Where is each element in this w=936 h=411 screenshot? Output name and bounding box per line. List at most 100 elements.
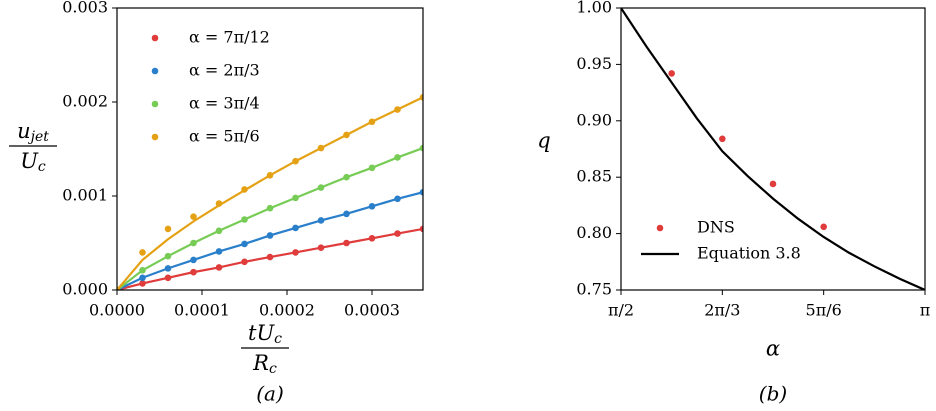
x-tick-label: π/2	[608, 301, 634, 320]
data-point	[190, 268, 197, 276]
x-label-numerator-base: tU	[248, 321, 275, 345]
data-point	[343, 239, 350, 247]
legend-label: DNS	[697, 218, 735, 237]
y-label-numerator: ujet	[17, 119, 49, 146]
data-point	[266, 253, 274, 261]
y-tick-label: 1.00	[576, 0, 612, 17]
data-point	[241, 240, 248, 248]
y-label-numerator-sub: jet	[28, 129, 50, 145]
y-label: q	[537, 129, 550, 153]
panel-caption: (b)	[759, 382, 787, 406]
data-point	[419, 94, 423, 101]
data-point	[343, 173, 350, 181]
data-point	[241, 258, 248, 266]
legend-marker	[151, 100, 159, 108]
data-point	[164, 274, 172, 282]
x-label-numerator: tUc	[248, 321, 282, 348]
legend-marker	[151, 67, 159, 75]
data-point	[343, 210, 350, 218]
axes-frame	[620, 7, 926, 291]
data-point	[394, 154, 401, 161]
data-point	[266, 172, 274, 179]
data-point	[266, 204, 274, 212]
data-point	[190, 239, 197, 247]
x-label-denominator-sub: c	[269, 361, 277, 377]
legend-marker	[151, 133, 159, 141]
data-point	[419, 225, 423, 233]
data-point	[317, 244, 325, 251]
data-point	[215, 264, 223, 271]
legend-label: α = 2π/3	[189, 61, 260, 80]
data-point	[343, 131, 350, 139]
y-tick-label: 0.003	[62, 0, 108, 17]
data-point	[719, 135, 726, 143]
data-point	[215, 227, 223, 235]
data-point	[292, 249, 299, 256]
data-point	[368, 235, 376, 242]
data-point	[292, 194, 299, 202]
legend-marker	[656, 224, 664, 232]
data-point	[164, 252, 172, 260]
fit-line	[117, 147, 423, 290]
x-tick-label: 0.0003	[344, 301, 400, 320]
data-point	[241, 186, 248, 193]
x-tick-label: 2π/3	[704, 301, 740, 320]
data-point	[292, 224, 299, 232]
x-label: α	[766, 337, 780, 361]
data-point	[241, 216, 248, 223]
data-point	[394, 195, 401, 203]
y-label-denominator-base: U	[20, 149, 39, 173]
data-point	[394, 230, 401, 237]
x-tick-label: 0.0000	[89, 301, 145, 320]
y-tick-label: 0.90	[576, 110, 612, 129]
data-point	[317, 217, 325, 224]
data-point	[368, 164, 376, 172]
fit-line	[117, 96, 423, 290]
x-label-denominator-base: R	[252, 351, 269, 375]
legend-marker	[151, 34, 159, 42]
data-point	[419, 144, 423, 152]
panel-caption: (a)	[256, 382, 284, 406]
data-point	[292, 157, 299, 165]
data-point	[117, 286, 121, 290]
data-point	[190, 256, 197, 264]
x-label-numerator-sub: c	[274, 331, 282, 347]
data-point	[668, 70, 675, 77]
x-tick-label: π	[920, 301, 931, 320]
x-label-denominator: Rc	[252, 351, 277, 378]
plot-area	[117, 94, 423, 290]
legend-label: Equation 3.8	[697, 244, 801, 263]
y-tick-label: 0.001	[62, 186, 108, 205]
plot-area	[621, 8, 925, 290]
y-label-denominator-sub: c	[38, 159, 46, 175]
data-point	[820, 223, 827, 231]
data-point	[139, 280, 146, 287]
data-point	[139, 274, 146, 282]
data-point	[164, 225, 172, 233]
y-tick-label: 0.95	[576, 54, 612, 73]
x-tick-label: 5π/6	[806, 301, 842, 320]
data-point	[419, 188, 423, 196]
curve	[621, 8, 925, 290]
data-point	[368, 118, 376, 126]
axes-frame	[116, 7, 424, 291]
y-tick-label: 0.75	[576, 280, 612, 299]
data-point	[368, 203, 376, 210]
y-label-denominator: Uc	[20, 149, 46, 176]
x-tick-label: 0.0002	[259, 301, 315, 320]
y-tick-label: 0.85	[576, 167, 612, 186]
data-point	[266, 232, 274, 239]
legend-label: α = 7π/12	[189, 28, 270, 47]
legend-label: α = 3π/4	[189, 94, 260, 113]
x-tick-label: 0.0001	[174, 301, 230, 320]
data-point	[139, 266, 146, 274]
y-tick-label: 0.000	[62, 280, 108, 299]
legend-label: α = 5π/6	[189, 127, 260, 146]
data-point	[215, 248, 223, 255]
data-point	[139, 249, 146, 256]
data-point	[164, 265, 172, 272]
data-point	[317, 184, 325, 191]
y-tick-label: 0.002	[62, 92, 108, 111]
y-label-numerator-base: u	[17, 119, 31, 143]
